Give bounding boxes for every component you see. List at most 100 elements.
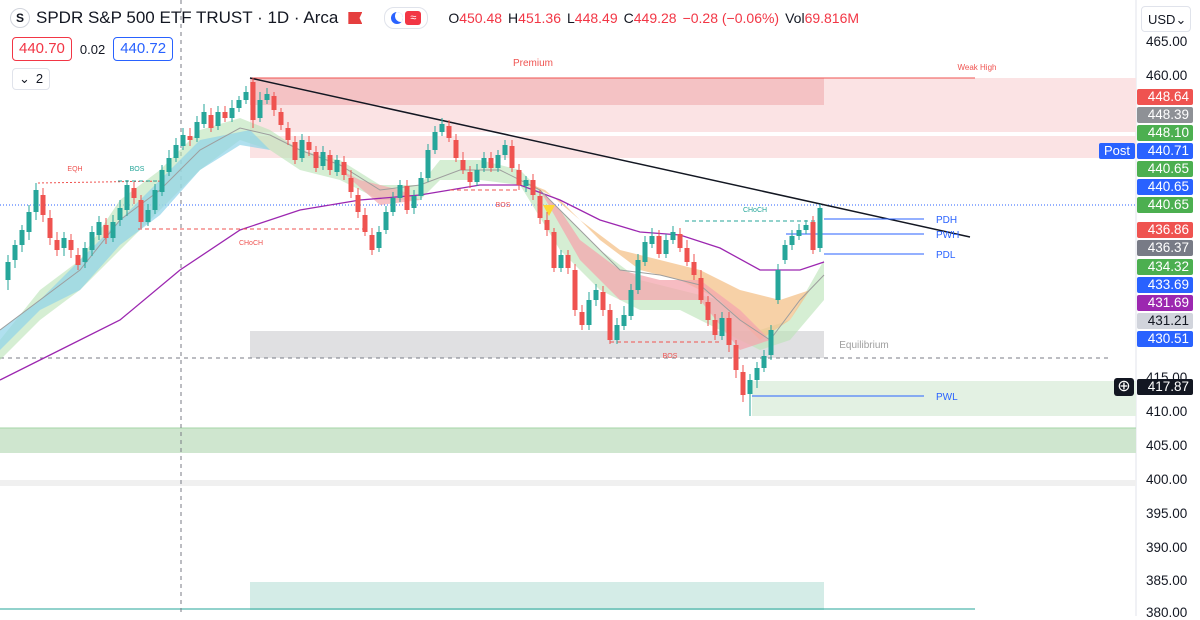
candle-body (362, 215, 368, 232)
candle-body (327, 155, 333, 170)
supply-zone (250, 136, 1136, 158)
candle-body (642, 242, 648, 262)
crosshair-price-label: 417.87 (1137, 379, 1193, 395)
candle-body (250, 82, 256, 120)
low-label: L (567, 10, 575, 26)
candle-body (278, 112, 284, 125)
candle-body (159, 170, 165, 192)
y-tick: 400.00 (1146, 472, 1188, 487)
y-tick: 405.00 (1146, 438, 1188, 453)
candle-body (229, 108, 235, 118)
price-label: 436.86 (1137, 222, 1193, 238)
post-market-label: Post (1099, 143, 1135, 159)
buy-button[interactable]: 440.72 (113, 37, 174, 61)
candle-body (698, 278, 704, 300)
currency-value: USD (1148, 12, 1176, 27)
gap-band (0, 480, 1136, 486)
candle-body (712, 320, 718, 335)
add-alert-icon[interactable]: ⊕ (1114, 378, 1134, 396)
pdl-label: PDL (936, 250, 956, 261)
candle-body (663, 240, 669, 254)
volume-label: Vol (785, 10, 805, 26)
flag-icon[interactable] (348, 12, 363, 24)
candle-body (222, 112, 228, 118)
equilibrium-label: Equilibrium (839, 340, 888, 351)
candle-body (593, 290, 599, 300)
symbol-title[interactable]: SPDR S&P 500 ETF TRUST · 1D · Arca (36, 8, 339, 27)
candle-body (110, 222, 116, 238)
candle-body (474, 170, 480, 182)
candle-body (677, 234, 683, 248)
candle-body (145, 210, 151, 222)
indicators-count: 2 (35, 71, 44, 86)
open-value: 450.48 (459, 10, 503, 26)
moon-icon (391, 12, 404, 24)
high-value: 451.36 (518, 10, 561, 26)
bos-label-1: BOS (130, 166, 145, 173)
symbol-logo: S (10, 8, 30, 28)
price-label: 440.65 (1137, 179, 1193, 195)
candle-body (544, 220, 550, 230)
candle-body (215, 112, 221, 126)
session-icons[interactable]: ≈ (384, 7, 429, 29)
y-tick: 465.00 (1146, 34, 1188, 49)
candle-body (89, 232, 95, 250)
candles (5, 78, 823, 416)
candle-body (180, 135, 186, 146)
candle-body (320, 152, 326, 166)
spread-value: 0.02 (79, 41, 106, 57)
pdh-label: PDH (936, 215, 957, 226)
chevron-down-icon: ⌄ (1175, 12, 1187, 27)
candle-body (124, 185, 130, 210)
candle-body (201, 112, 207, 124)
y-tick: 385.00 (1146, 573, 1188, 588)
candle-body (103, 225, 109, 238)
candle-body (495, 155, 501, 168)
price-label: 440.65 (1137, 197, 1193, 213)
candle-body (264, 94, 270, 100)
close-label: C (623, 10, 634, 26)
candle-body (446, 126, 452, 138)
candle-body (768, 330, 774, 355)
candle-body (453, 140, 459, 158)
candle-body (313, 152, 319, 168)
candle-body (810, 222, 816, 250)
candle-body (551, 232, 557, 268)
y-tick: 380.00 (1146, 605, 1188, 620)
candle-body (40, 195, 46, 215)
premium-zone-lower (250, 105, 1136, 132)
currency-select[interactable]: USD ⌄ (1141, 6, 1191, 32)
candle-body (747, 380, 753, 394)
candle-body (488, 158, 494, 168)
candle-body (649, 236, 655, 244)
price-label: 448.10 (1137, 125, 1193, 141)
candle-body (411, 196, 417, 208)
low-zone (250, 582, 824, 610)
candle-body (733, 345, 739, 370)
ohlc-values: O450.48 H451.36 L448.49 C449.28 −0.28 (−… (448, 10, 859, 26)
eqh-label: EQH (67, 166, 82, 173)
candle-body (82, 248, 88, 262)
trade-panel: 440.70 0.02 440.72 (12, 37, 174, 61)
candle-body (369, 235, 375, 250)
open-label: O (448, 10, 460, 26)
candle-body (54, 240, 60, 250)
candle-body (152, 190, 158, 210)
candle-body (817, 208, 823, 248)
candle-body (803, 225, 809, 230)
candle-body (348, 178, 354, 192)
candle-body (117, 208, 123, 220)
candle-body (306, 142, 312, 150)
candle-body (131, 188, 137, 198)
candle-body (572, 270, 578, 310)
sell-button[interactable]: 440.70 (12, 37, 72, 61)
price-label: 431.69 (1137, 295, 1193, 311)
indicators-toggle[interactable]: ⌄ 2 (12, 68, 51, 90)
choch-label-1: CHoCH (239, 240, 263, 247)
candle-body (33, 190, 39, 212)
trendline[interactable] (249, 77, 971, 238)
candle-body (292, 142, 298, 160)
candle-body (61, 238, 67, 248)
chevron-down-icon: ⌄ (19, 71, 30, 86)
